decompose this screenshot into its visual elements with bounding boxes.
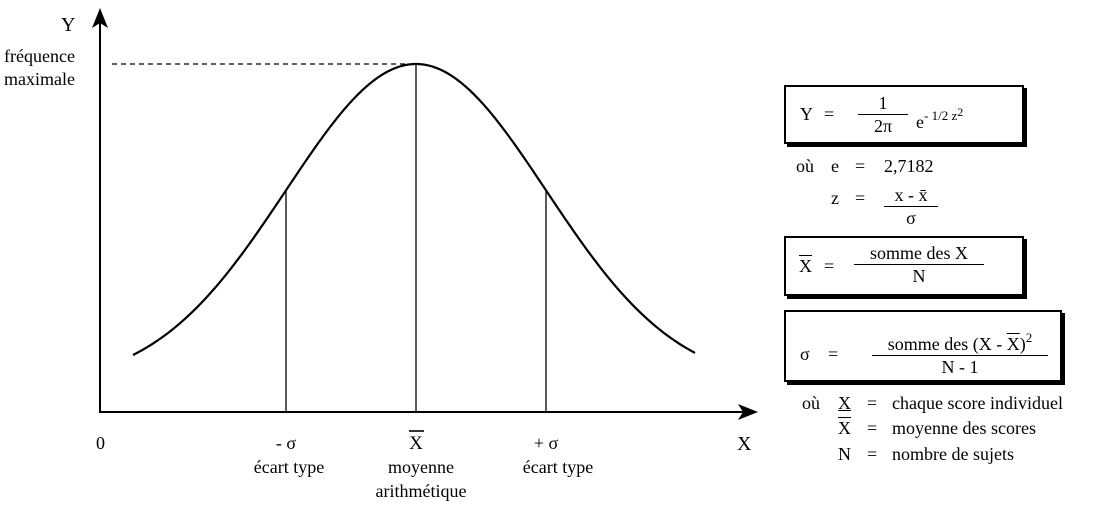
mean-symbol: X [409,433,423,454]
exp-power: - 1/2 z [924,108,958,123]
mean-lhs: X [799,256,812,276]
mean-equals: = [824,256,835,276]
sigma-num-square: 2 [1025,330,1033,345]
gaussian-denominator: 2π [873,116,893,136]
sigma-formula-box [784,310,1062,382]
sigma-num-bar: X [1006,334,1020,354]
x-axis-arrowhead [738,404,758,420]
legend-text-individual: chaque score individuel [892,393,1063,413]
legend-eq-individual: = [867,393,878,413]
legend-symbol-individual: X [838,393,851,413]
minus-sigma-symbol: - σ [276,433,296,453]
z-fraction: x - x̄ σ [884,186,938,227]
mean-formula-box [784,236,1024,296]
mean-denominator: N [912,266,926,286]
legend-eq-mean: = [867,418,878,438]
mean-caption-line1: moyenne [388,457,454,477]
legend-eq-n: = [867,444,878,464]
origin-label: 0 [96,433,105,453]
mean-fraction: somme des X N [854,244,984,285]
sigma-fraction: somme des (X - X)2 N - 1 [872,331,1048,376]
z-label: z [831,188,839,208]
bell-curve [132,62,696,356]
sigma-num-post: ) [1019,334,1026,354]
minus-sigma-caption: écart type [254,457,324,477]
z-denominator: σ [906,208,916,228]
mean-numerator: somme des X [854,244,984,265]
plus-sigma-caption: écart type [523,457,593,477]
y-axis-arrowhead [92,8,108,28]
where-label-1: où [796,156,814,176]
exp-square: 2 [957,105,964,119]
peak-label-line2: maximale [4,69,75,89]
gaussian-fraction: 1 2π [858,94,908,135]
gaussian-lhs: Y [800,104,813,124]
gaussian-exponential: e- 1/2 z2 [916,106,963,131]
legend-where-label: où [802,393,820,413]
sigma-denominator: N - 1 [941,357,979,377]
sigma-equals: = [828,344,839,364]
e-label: e [831,156,839,176]
sigma-lhs: σ [800,344,810,364]
legend-symbol-n: N [838,444,851,464]
peak-label-line1: fréquence [4,46,75,66]
legend-text-n: nombre de sujets [892,444,1014,464]
mean-caption-line2: arithmétique [376,481,467,501]
sigma-num-pre: somme des (X - [887,334,1007,354]
gaussian-equals: = [824,104,835,124]
exp-base: e [916,112,924,132]
legend-symbol-mean: X [838,418,851,438]
z-equals: = [855,188,866,208]
e-value: 2,7182 [884,156,934,176]
x-axis-label: X [737,433,752,455]
legend-text-mean: moyenne des scores [892,418,1036,438]
gaussian-numerator: 1 [858,94,908,115]
sigma-numerator: somme des (X - X)2 [872,331,1048,356]
y-axis-label: Y [61,14,75,36]
z-numerator: x - x̄ [884,186,938,207]
e-equals: = [855,156,866,176]
plus-sigma-symbol: + σ [534,433,559,453]
